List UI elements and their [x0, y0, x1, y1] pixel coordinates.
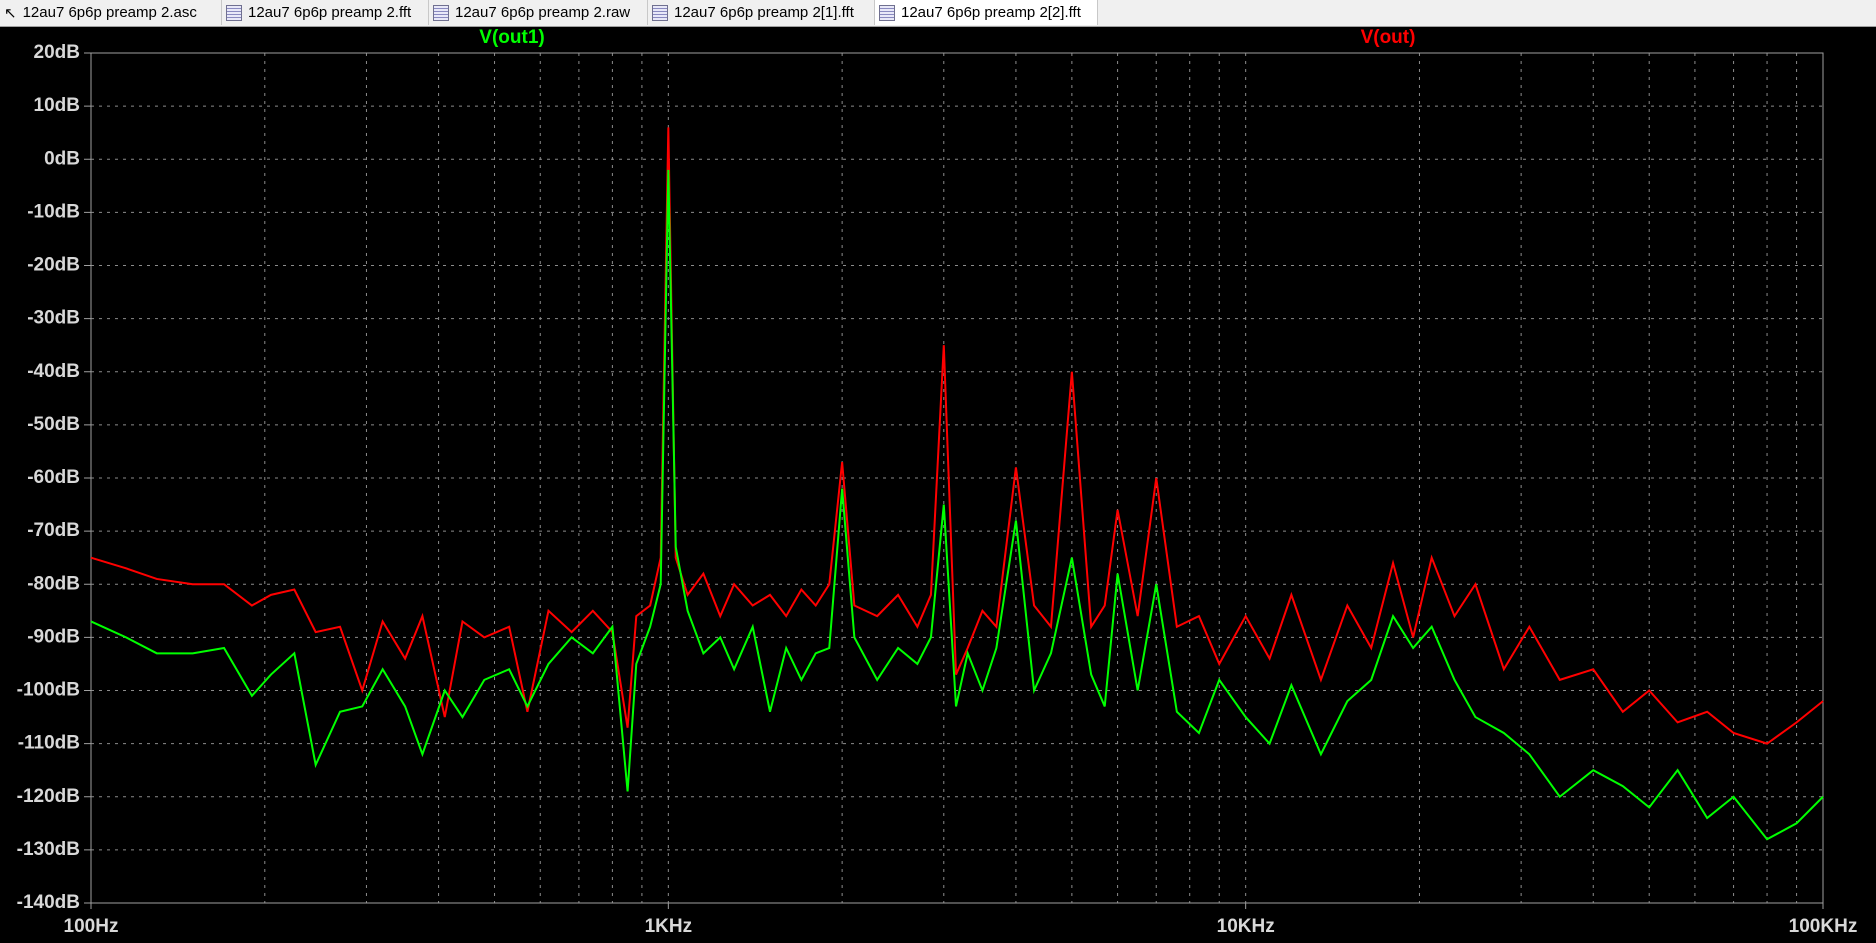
- y-tick-label: -120dB: [17, 786, 80, 807]
- y-tick-label: -70dB: [27, 520, 80, 541]
- legend-entry: V(out1): [479, 27, 544, 48]
- tab-label: 12au7 6p6p preamp 2[1].fft: [674, 4, 854, 21]
- series-line: [90, 169, 1824, 841]
- tab[interactable]: 12au7 6p6p preamp 2.raw: [429, 0, 648, 25]
- tab[interactable]: 12au7 6p6p preamp 2.fft: [222, 0, 429, 25]
- tab-label: 12au7 6p6p preamp 2.asc: [22, 4, 197, 21]
- tab[interactable]: 12au7 6p6p preamp 2[2].fft: [875, 0, 1098, 25]
- tab-label: 12au7 6p6p preamp 2.raw: [455, 4, 631, 21]
- y-tick-label: -60dB: [27, 467, 80, 488]
- x-tick-label: 10KHz: [1217, 916, 1275, 937]
- y-tick-label: -140dB: [17, 892, 80, 913]
- legend-entry: V(out): [1361, 27, 1416, 48]
- tab-label: 12au7 6p6p preamp 2.fft: [248, 4, 412, 21]
- x-tick-label: 100Hz: [64, 916, 119, 937]
- y-tick-label: -20dB: [27, 255, 80, 276]
- series-line: [90, 127, 1824, 745]
- plot-frame: [90, 52, 1824, 904]
- tab-label: 12au7 6p6p preamp 2[2].fft: [901, 4, 1081, 21]
- y-tick-label: -40dB: [27, 361, 80, 382]
- y-tick-label: -90dB: [27, 626, 80, 647]
- x-tick-label: 100KHz: [1789, 916, 1858, 937]
- y-tick-label: 20dB: [34, 42, 80, 63]
- tab[interactable]: ↖ 12au7 6p6p preamp 2.asc: [0, 0, 222, 25]
- y-tick-label: -100dB: [17, 680, 80, 701]
- x-tick-label: 1KHz: [645, 916, 693, 937]
- y-tick-label: -130dB: [17, 839, 80, 860]
- tab-bar: ↖ 12au7 6p6p preamp 2.asc 12au7 6p6p prea…: [0, 0, 1876, 27]
- y-tick-label: -110dB: [18, 733, 80, 754]
- y-tick-label: 0dB: [44, 148, 80, 169]
- y-tick-label: -50dB: [27, 414, 80, 435]
- y-tick-label: -10dB: [27, 201, 80, 222]
- tab[interactable]: 12au7 6p6p preamp 2[1].fft: [648, 0, 875, 25]
- y-tick-label: -30dB: [27, 308, 80, 329]
- chart: 100Hz 1KHz 10KHz 100KHz -140dB -130dB -120dB -1…: [17, 27, 1858, 937]
- y-tick-label: -80dB: [27, 573, 80, 594]
- y-tick-label: 10dB: [34, 95, 80, 116]
